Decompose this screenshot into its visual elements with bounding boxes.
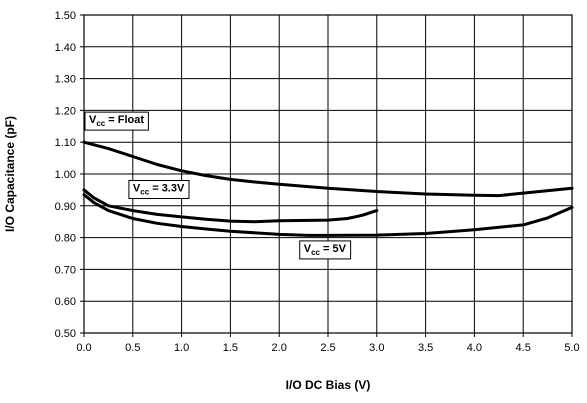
y-tick-label: 0.50 — [55, 328, 76, 340]
x-tick-label: 2.0 — [272, 342, 287, 354]
series-label-1: Vcc = Float — [84, 111, 149, 131]
x-tick-label: 1.5 — [223, 342, 238, 354]
series-label-main: V — [304, 243, 312, 255]
series-label-text: Vcc = 5V — [304, 243, 347, 257]
series-line-2 — [82, 188, 379, 224]
y-axis-title: I/O Capacitance (pF) — [3, 116, 17, 232]
y-tick-label: 0.70 — [55, 264, 76, 276]
y-tick-label: 1.50 — [55, 10, 76, 22]
x-tick-label: 4.5 — [516, 342, 531, 354]
series-label-rest: = 5V — [320, 243, 347, 255]
plot-frame — [83, 14, 573, 334]
series-label-text: Vcc = 3.3V — [133, 182, 185, 196]
tick-labels: 0.0 0.5 1.0 1.5 2.0 2.5 3.0 3.5 4.0 4.5 5.0 0.50 0.6… — [55, 10, 580, 354]
series-label-text: Vcc = Float — [89, 114, 144, 128]
y-tick-label: 1.10 — [55, 137, 76, 149]
series-label-subscript: cc — [311, 248, 320, 257]
series-lines — [82, 140, 574, 237]
x-tick-label: 0.0 — [76, 342, 91, 354]
x-tick-label: 0.5 — [125, 342, 140, 354]
x-tick-label: 5.0 — [564, 342, 579, 354]
series-label-3: Vcc = 5V — [299, 240, 352, 260]
series-label-2: Vcc = 3.3V — [128, 179, 190, 199]
series-line-1 — [82, 140, 574, 198]
y-tick-label: 1.00 — [55, 169, 76, 181]
x-tick-label: 4.0 — [467, 342, 482, 354]
y-tick-label: 1.20 — [55, 105, 76, 117]
series-label-main: V — [133, 182, 141, 194]
y-tick-label: 1.40 — [55, 42, 76, 54]
y-tick-label: 0.80 — [55, 233, 76, 245]
series-label-box — [84, 111, 149, 131]
series-label-subscript: cc — [96, 119, 105, 128]
y-tick-label: 1.30 — [55, 74, 76, 86]
series-label-rest: = Float — [105, 114, 144, 126]
x-axis-title: I/O DC Bias (V) — [286, 378, 371, 392]
grid — [80, 14, 573, 337]
x-tick-label: 3.5 — [418, 342, 433, 354]
series-label-main: V — [89, 114, 97, 126]
series-label-rest: = 3.3V — [149, 182, 185, 194]
x-tick-label: 3.0 — [369, 342, 384, 354]
series-label-box — [299, 240, 352, 260]
series-label-box — [128, 179, 190, 199]
y-tick-label: 0.60 — [55, 296, 76, 308]
series-line-3 — [82, 193, 574, 237]
y-tick-label: 0.90 — [55, 201, 76, 213]
x-tick-label: 1.0 — [174, 342, 189, 354]
series-label-subscript: cc — [140, 187, 149, 196]
x-tick-label: 2.5 — [320, 342, 335, 354]
